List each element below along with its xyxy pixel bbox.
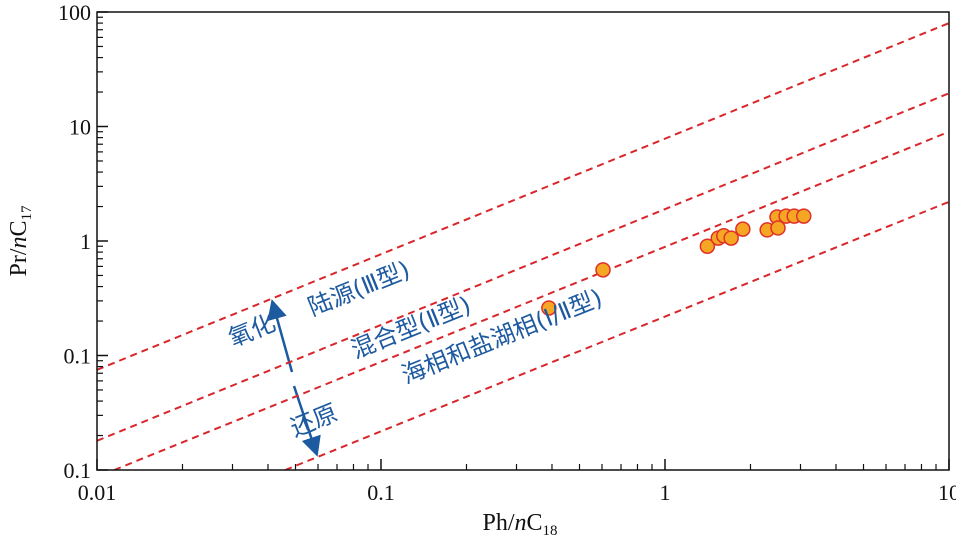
- xlabel-part: 18: [543, 523, 558, 539]
- data-point: [770, 220, 786, 236]
- data-point: [735, 221, 751, 237]
- xlabel-part: n: [515, 510, 527, 536]
- ylabel: Pr/nC17: [6, 205, 35, 277]
- ylabel-part: 17: [19, 205, 35, 221]
- reference-line: [96, 92, 950, 442]
- x-tick-label: 10: [938, 480, 956, 505]
- reference-line: [96, 22, 950, 371]
- xlabel-part: Ph/: [482, 510, 514, 536]
- annotation: 还原: [287, 399, 342, 443]
- y-tick-label: 1: [80, 229, 91, 254]
- y-tick-label: 100: [58, 0, 91, 25]
- xlabel: Ph/nC18: [482, 510, 557, 539]
- arrow-up: [267, 299, 294, 373]
- data-point: [541, 300, 557, 316]
- xlabel-part: C: [527, 510, 543, 536]
- x-tick-label: 0.01: [78, 480, 117, 505]
- x-tick-label: 1: [660, 480, 671, 505]
- x-tick-label: 0.1: [367, 480, 395, 505]
- data-point: [595, 262, 611, 278]
- data-point: [795, 208, 812, 224]
- y-tick-label: 0.1: [64, 344, 92, 369]
- plot-frame: [96, 11, 950, 471]
- ylabel-part: n: [6, 237, 32, 249]
- annotation: 陆源(Ⅲ型): [304, 256, 414, 322]
- reference-line: [113, 130, 950, 471]
- annotation: 海相和盐湖相(Ⅰ/Ⅱ型): [398, 284, 607, 390]
- arrow-down: [292, 385, 321, 457]
- y-tick-label: 0.1: [64, 458, 92, 483]
- data-point: [699, 238, 716, 254]
- y-tick-label: 10: [69, 115, 91, 140]
- data-point: [723, 230, 739, 246]
- ylabel-part: C: [6, 220, 32, 236]
- ylabel-part: Pr/: [6, 248, 32, 276]
